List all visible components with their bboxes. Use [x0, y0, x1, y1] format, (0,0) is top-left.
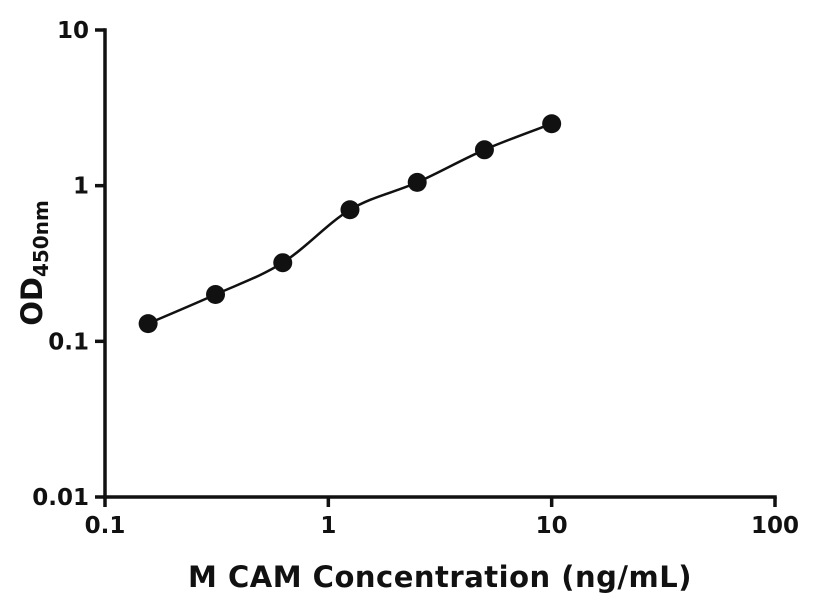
data-point [206, 284, 226, 304]
x-axis-tick-label: 0.1 [85, 513, 126, 539]
data-point [542, 114, 562, 134]
y-axis-tick-label: 1 [73, 174, 89, 200]
data-point [138, 314, 158, 334]
x-axis-title: M CAM Concentration (ng/mL) [188, 560, 692, 594]
data-point [340, 200, 360, 220]
y-axis-tick-label: 0.01 [32, 485, 89, 511]
y-axis-tick-label: 10 [57, 18, 89, 44]
y-axis-title-main: OD [15, 277, 49, 326]
x-axis-tick-label: 100 [751, 513, 799, 539]
y-axis-title: OD450nm [15, 200, 53, 326]
y-axis-tick-label: 0.1 [48, 329, 89, 355]
data-point [474, 140, 494, 160]
y-axis-title-subscript: 450nm [29, 200, 53, 278]
x-axis-tick-label: 1 [320, 513, 336, 539]
x-axis-tick-label: 10 [536, 513, 568, 539]
data-point [273, 253, 293, 273]
data-point [407, 172, 427, 192]
